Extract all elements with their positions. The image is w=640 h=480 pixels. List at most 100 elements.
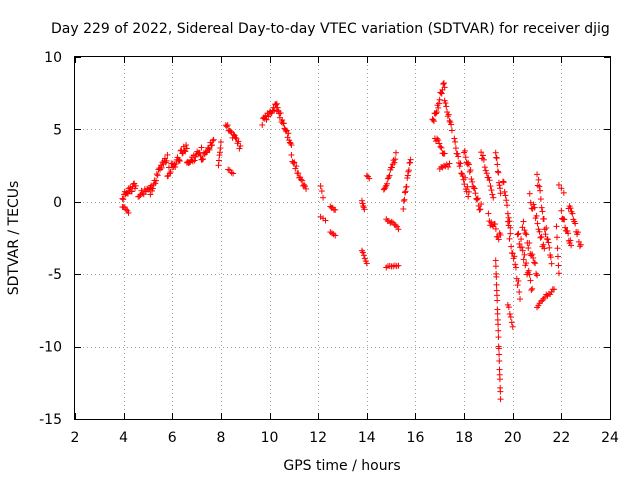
data-point [436,96,443,103]
data-point [482,167,489,174]
data-point [535,176,542,183]
data-point [576,243,583,250]
data-point [476,206,483,213]
data-point [166,170,173,177]
data-point [136,193,143,200]
data-point [386,172,393,179]
data-point [539,208,546,215]
data-point [465,161,472,168]
data-point [458,170,465,177]
data-point [435,100,442,107]
data-point [541,226,548,233]
data-point [285,130,292,137]
data-point [464,183,471,190]
data-point [538,204,545,211]
data-point [197,152,204,159]
data-point [158,164,165,171]
data-point [565,230,572,237]
data-point [446,160,453,167]
data-point [536,183,543,190]
data-point [265,113,272,120]
data-point [183,142,190,149]
data-point [400,197,407,204]
data-point [503,197,510,204]
data-point [437,143,444,150]
data-point [448,127,455,134]
data-point [479,152,486,159]
data-point [217,145,224,152]
data-point [120,196,127,203]
data-point [271,107,278,114]
data-point [523,231,530,238]
data-point [495,327,502,334]
data-point [360,252,367,259]
data-point [520,218,527,225]
data-point [440,162,447,169]
x-tick-label: 4 [119,430,128,446]
data-point [465,188,472,195]
data-point [200,156,207,163]
data-point [394,223,401,230]
data-point [164,151,171,158]
data-point [506,311,513,318]
data-point [493,281,500,288]
data-point [534,272,541,279]
data-point [496,182,503,189]
data-point [572,220,579,227]
data-point [495,321,502,328]
data-point [491,221,498,228]
data-point [528,287,535,294]
data-point [149,185,156,192]
data-point [501,188,508,195]
data-point [210,136,217,143]
data-point [224,122,231,129]
data-point [494,310,501,317]
data-point [495,169,502,176]
data-point [401,189,408,196]
x-tick-label: 18 [455,430,473,446]
data-point [405,167,412,174]
data-point [509,323,516,330]
data-point [461,147,468,154]
data-point [530,255,537,262]
data-point [527,277,534,284]
data-point [515,230,522,237]
data-point [502,192,509,199]
data-point [486,177,493,184]
data-point [542,231,549,238]
data-point [546,244,553,251]
data-point [529,285,536,292]
data-point [534,171,541,178]
data-point [492,263,499,270]
data-point [465,193,472,200]
data-point [172,164,179,171]
data-point [403,183,410,190]
data-point [495,334,502,341]
data-point [404,172,411,179]
data-point [496,351,503,358]
data-point [440,80,447,87]
data-point [560,189,567,196]
data-point [456,163,463,170]
data-point [474,195,481,202]
data-point [434,135,441,142]
data-point [366,175,373,182]
x-tick-label: 8 [216,430,225,446]
data-point [540,215,547,222]
y-tick-label: 10 [44,50,62,66]
data-point [433,109,440,116]
data-point [537,187,544,194]
data-point [132,185,139,192]
data-point [433,110,440,117]
data-point [440,81,447,88]
data-point [441,84,448,91]
data-point [514,231,521,238]
data-point [485,210,492,217]
x-tick-label: 16 [407,430,425,446]
data-point [543,224,550,231]
data-point [215,157,222,164]
data-point [388,218,395,225]
data-point [508,319,515,326]
data-point [493,273,500,280]
data-point [230,170,237,177]
